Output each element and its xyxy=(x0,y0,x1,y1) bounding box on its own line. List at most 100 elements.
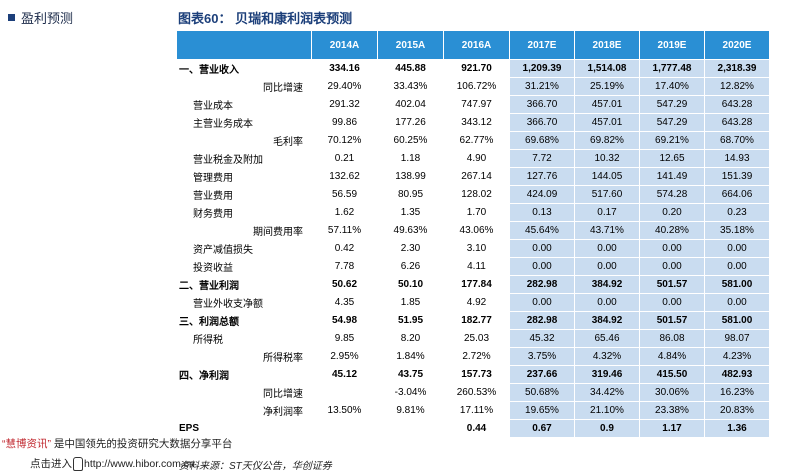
estimate-value-cell: 4.84% xyxy=(639,347,705,366)
actual-value-cell: 0.44 xyxy=(443,419,510,438)
actual-value-cell: 4.11 xyxy=(443,257,510,276)
estimate-value-cell: 0.17 xyxy=(574,203,640,222)
table-row: 管理费用 132.62 138.99 267.14 127.76 144.05 141.49… xyxy=(176,167,770,186)
estimate-value-cell: 237.66 xyxy=(509,365,575,384)
actual-value-cell: 7.78 xyxy=(311,257,378,276)
actual-value-cell: 1.70 xyxy=(443,203,510,222)
row-label: EPS xyxy=(176,419,312,438)
row-label: 管理费用 xyxy=(176,167,312,186)
header-year-cell: 2018E xyxy=(574,30,640,60)
actual-value-cell: 99.86 xyxy=(311,113,378,132)
estimate-value-cell: 10.32 xyxy=(574,149,640,168)
section-title: 盈利预测 xyxy=(8,8,73,27)
actual-value-cell: 56.59 xyxy=(311,185,378,204)
table-row: 营业费用 56.59 80.95 128.02 424.09 517.60 574.28 66… xyxy=(176,185,770,204)
table-row: 期间费用率 57.11% 49.63% 43.06% 45.64% 43.71% 40.28… xyxy=(176,221,770,240)
actual-value-cell: 260.53% xyxy=(443,383,510,402)
actual-value-cell: 1.62 xyxy=(311,203,378,222)
estimate-value-cell: 12.65 xyxy=(639,149,705,168)
table-row: 所得税率 2.95% 1.84% 2.72% 3.75% 4.32% 4.84% 4.23% xyxy=(176,347,770,366)
actual-value-cell: 80.95 xyxy=(377,185,444,204)
estimate-value-cell: 501.57 xyxy=(639,275,705,294)
actual-value-cell: 2.95% xyxy=(311,347,378,366)
actual-value-cell: 25.03 xyxy=(443,329,510,348)
row-label: 毛利率 xyxy=(176,131,312,150)
estimate-value-cell: 0.20 xyxy=(639,203,705,222)
table-row: 四、净利润 45.12 43.75 157.73 237.66 319.46 415.50 4… xyxy=(176,365,770,384)
actual-value-cell: 9.81% xyxy=(377,401,444,420)
estimate-value-cell: 457.01 xyxy=(574,95,640,114)
actual-value-cell xyxy=(311,383,378,402)
row-label: 资产减值损失 xyxy=(176,239,312,258)
estimate-value-cell: 0.00 xyxy=(704,257,770,276)
footer-link[interactable]: http://www.hibor.com.cn xyxy=(84,458,195,470)
row-label: 同比增速 xyxy=(176,383,312,402)
estimate-value-cell: 12.82% xyxy=(704,77,770,96)
estimate-value-cell: 0.23 xyxy=(704,203,770,222)
row-label: 一、营业收入 xyxy=(176,59,312,78)
estimate-value-cell: 31.21% xyxy=(509,77,575,96)
row-label: 主营业务成本 xyxy=(176,113,312,132)
actual-value-cell: 267.14 xyxy=(443,167,510,186)
bullet-square-icon xyxy=(8,14,15,21)
actual-value-cell: 747.97 xyxy=(443,95,510,114)
footer-link-prefix: 点击进入 xyxy=(30,458,72,470)
actual-value-cell: 157.73 xyxy=(443,365,510,384)
estimate-value-cell: 65.46 xyxy=(574,329,640,348)
income-forecast-table: 2014A 2015A 2016A 2017E 2018E 2019E 2020E 一、营业… xyxy=(176,30,770,438)
actual-value-cell: 33.43% xyxy=(377,77,444,96)
estimate-value-cell: 45.32 xyxy=(509,329,575,348)
actual-value-cell: 0.42 xyxy=(311,239,378,258)
header-year-cell: 2017E xyxy=(509,30,575,60)
estimate-value-cell: 0.00 xyxy=(574,257,640,276)
estimate-value-cell: 415.50 xyxy=(639,365,705,384)
table-row: 毛利率 70.12% 60.25% 62.77% 69.68% 69.82% 69.21% 6… xyxy=(176,131,770,150)
row-label: 同比增速 xyxy=(176,77,312,96)
footer-tagline: 是中国领先的投资研究大数据分享平台 xyxy=(53,438,233,450)
estimate-value-cell: 424.09 xyxy=(509,185,575,204)
estimate-value-cell: 517.60 xyxy=(574,185,640,204)
estimate-value-cell: 141.49 xyxy=(639,167,705,186)
estimate-value-cell: 25.19% xyxy=(574,77,640,96)
table-body: 一、营业收入 334.16 445.88 921.70 1,209.39 1,514.08… xyxy=(176,59,770,438)
header-year-cell: 2019E xyxy=(639,30,705,60)
table-row: 净利润率 13.50% 9.81% 17.11% 19.65% 21.10% 23.38% 2… xyxy=(176,401,770,420)
estimate-value-cell: 0.00 xyxy=(639,239,705,258)
actual-value-cell: 132.62 xyxy=(311,167,378,186)
estimate-value-cell: 1,514.08 xyxy=(574,59,640,78)
table-row: 营业税金及附加 0.21 1.18 4.90 7.72 10.32 12.65 14.93 xyxy=(176,149,770,168)
actual-value-cell: 60.25% xyxy=(377,131,444,150)
actual-value-cell: 402.04 xyxy=(377,95,444,114)
estimate-value-cell: 482.93 xyxy=(704,365,770,384)
estimate-value-cell: 547.29 xyxy=(639,113,705,132)
footer-line-2: 点击进入 http://www.hibor.com.cn xyxy=(30,456,195,472)
actual-value-cell: 1.18 xyxy=(377,149,444,168)
estimate-value-cell: 1.17 xyxy=(639,419,705,438)
estimate-value-cell: 98.07 xyxy=(704,329,770,348)
estimate-value-cell: 0.00 xyxy=(509,239,575,258)
actual-value-cell: 6.26 xyxy=(377,257,444,276)
table-row: 主营业务成本 99.86 177.26 343.12 366.70 457.01 547.2… xyxy=(176,113,770,132)
estimate-value-cell: 457.01 xyxy=(574,113,640,132)
estimate-value-cell: 581.00 xyxy=(704,275,770,294)
table-row: 同比增速 29.40% 33.43% 106.72% 31.21% 25.19% 17.40… xyxy=(176,77,770,96)
footer: “慧博资讯” 是中国领先的投资研究大数据分享平台 点击进入 http://www.… xyxy=(0,432,792,476)
header-year-cell: 2014A xyxy=(311,30,378,60)
header-year-cell: 2015A xyxy=(377,30,444,60)
actual-value-cell: 4.35 xyxy=(311,293,378,312)
estimate-value-cell: 4.32% xyxy=(574,347,640,366)
row-label: 营业税金及附加 xyxy=(176,149,312,168)
actual-value-cell: 177.84 xyxy=(443,275,510,294)
actual-value-cell: 57.11% xyxy=(311,221,378,240)
estimate-value-cell: 16.23% xyxy=(704,383,770,402)
estimate-value-cell: 0.00 xyxy=(639,257,705,276)
actual-value-cell: 43.06% xyxy=(443,221,510,240)
estimate-value-cell: 50.68% xyxy=(509,383,575,402)
row-label: 投资收益 xyxy=(176,257,312,276)
estimate-value-cell: 574.28 xyxy=(639,185,705,204)
table-row: 营业外收支净额 4.35 1.85 4.92 0.00 0.00 0.00 0.00 xyxy=(176,293,770,312)
estimate-value-cell: 0.67 xyxy=(509,419,575,438)
table-row: 所得税 9.85 8.20 25.03 45.32 65.46 86.08 98.07 xyxy=(176,329,770,348)
estimate-value-cell: 86.08 xyxy=(639,329,705,348)
actual-value-cell xyxy=(311,419,378,438)
